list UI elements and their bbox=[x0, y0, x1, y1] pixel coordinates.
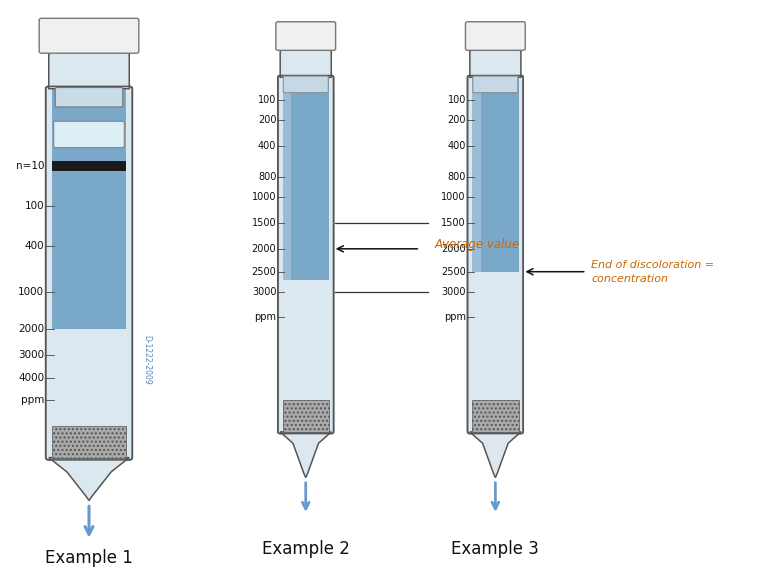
Text: n=10: n=10 bbox=[15, 161, 44, 171]
Polygon shape bbox=[470, 26, 521, 77]
FancyBboxPatch shape bbox=[276, 22, 336, 50]
Polygon shape bbox=[49, 458, 129, 500]
Polygon shape bbox=[280, 432, 331, 478]
Bar bbox=[283, 77, 291, 280]
Text: 200: 200 bbox=[258, 115, 276, 125]
Bar bbox=[472, 77, 481, 272]
Text: Example 2: Example 2 bbox=[262, 540, 350, 558]
Text: 100: 100 bbox=[447, 95, 466, 105]
Text: 2500: 2500 bbox=[252, 267, 276, 277]
Text: 800: 800 bbox=[447, 172, 466, 182]
Polygon shape bbox=[49, 23, 129, 89]
Text: 1500: 1500 bbox=[252, 218, 276, 228]
Text: 400: 400 bbox=[258, 141, 276, 151]
Text: D-1222-2009: D-1222-2009 bbox=[142, 336, 152, 385]
Text: 4000: 4000 bbox=[18, 372, 44, 383]
Text: 2000: 2000 bbox=[18, 324, 44, 334]
FancyBboxPatch shape bbox=[46, 86, 132, 460]
Text: 400: 400 bbox=[25, 241, 44, 251]
FancyBboxPatch shape bbox=[465, 22, 526, 50]
Text: 1500: 1500 bbox=[441, 218, 466, 228]
Text: 3000: 3000 bbox=[441, 287, 466, 297]
Bar bbox=[283, 77, 329, 280]
Text: 1000: 1000 bbox=[252, 192, 276, 202]
Text: concentration: concentration bbox=[591, 273, 668, 284]
Bar bbox=[52, 426, 126, 458]
Text: 2000: 2000 bbox=[252, 244, 276, 254]
Text: ppm: ppm bbox=[21, 395, 44, 406]
FancyBboxPatch shape bbox=[39, 18, 139, 53]
Text: End of discoloration =: End of discoloration = bbox=[591, 260, 714, 270]
FancyBboxPatch shape bbox=[473, 76, 518, 93]
Text: 400: 400 bbox=[447, 141, 466, 151]
Text: Average value: Average value bbox=[434, 238, 519, 251]
FancyBboxPatch shape bbox=[55, 88, 123, 107]
Text: 3000: 3000 bbox=[18, 349, 44, 360]
Text: 1000: 1000 bbox=[441, 192, 466, 202]
FancyBboxPatch shape bbox=[283, 76, 328, 93]
Bar bbox=[472, 400, 519, 432]
Polygon shape bbox=[470, 432, 521, 478]
Text: Example 1: Example 1 bbox=[45, 549, 133, 567]
Text: 3000: 3000 bbox=[252, 287, 276, 297]
Text: ppm: ppm bbox=[255, 312, 276, 323]
Bar bbox=[52, 89, 126, 329]
FancyBboxPatch shape bbox=[467, 76, 523, 434]
Bar bbox=[472, 77, 519, 272]
Text: ppm: ppm bbox=[444, 312, 466, 323]
Bar bbox=[283, 400, 329, 432]
Text: 800: 800 bbox=[258, 172, 276, 182]
Text: 2000: 2000 bbox=[441, 244, 466, 254]
Text: 100: 100 bbox=[25, 201, 44, 211]
Text: Example 3: Example 3 bbox=[451, 540, 539, 558]
Text: 1000: 1000 bbox=[18, 287, 44, 297]
FancyBboxPatch shape bbox=[53, 121, 125, 148]
Text: 100: 100 bbox=[258, 95, 276, 105]
Bar bbox=[52, 161, 126, 171]
FancyBboxPatch shape bbox=[278, 76, 334, 434]
Text: 200: 200 bbox=[447, 115, 466, 125]
Text: 2500: 2500 bbox=[441, 267, 466, 277]
Polygon shape bbox=[280, 26, 331, 77]
